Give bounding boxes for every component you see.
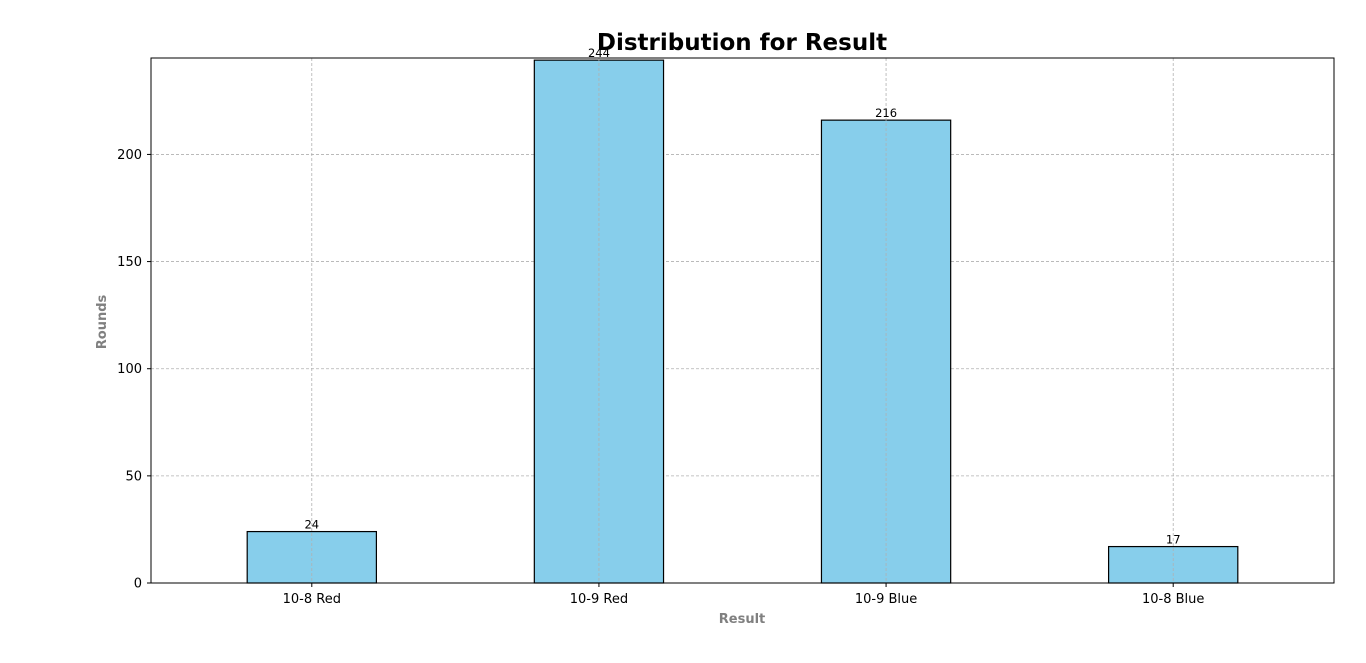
data-label-3: 17: [1166, 533, 1181, 547]
x-tick-label-2: 10-9 Blue: [855, 592, 917, 607]
y-tick-label-0: 0: [134, 577, 142, 592]
data-label-1: 244: [588, 46, 610, 60]
axes-layer: 0 50 100 150 200 10-8 Red 10-9 Red 10-9 Blue 10-…: [117, 57, 1335, 607]
y-tick-label-1: 50: [125, 469, 142, 484]
grid-layer: [151, 154, 1334, 584]
y-tick-label-3: 150: [117, 255, 142, 270]
chart-title: Distribution for Result: [597, 30, 887, 56]
plot-frame: [150, 57, 1335, 584]
y-tick-label-2: 100: [117, 362, 142, 377]
x-tick-label-0: 10-8 Red: [283, 592, 341, 607]
y-axis-label: Rounds: [95, 294, 110, 349]
y-tick-label-4: 200: [117, 148, 142, 163]
bars-layer: [246, 59, 1239, 584]
x-tick-label-3: 10-8 Blue: [1142, 592, 1204, 607]
data-label-2: 216: [875, 106, 897, 120]
x-tick-label-1: 10-9 Red: [570, 592, 628, 607]
data-labels-layer: 24 244 216 17: [304, 46, 1181, 583]
data-label-0: 24: [304, 518, 319, 532]
x-axis-label: Result: [719, 612, 766, 627]
